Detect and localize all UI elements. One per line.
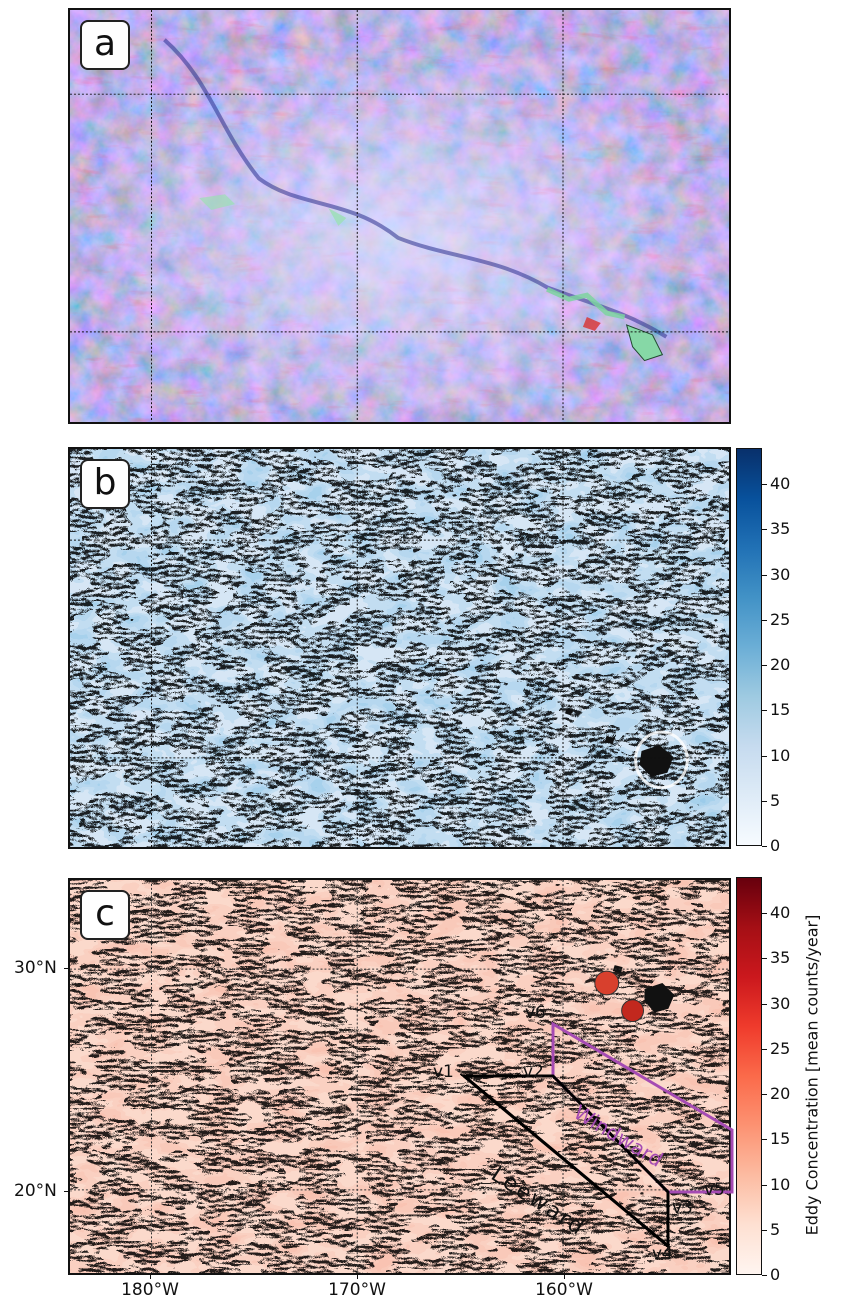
vertex-label-v2: v2 bbox=[523, 1062, 544, 1082]
colorbar-tick-label: 40 bbox=[770, 474, 791, 494]
colorbar-tick-label: 15 bbox=[770, 700, 791, 720]
colorbar-tick bbox=[762, 1139, 767, 1141]
panel-a-satellite-map: a bbox=[68, 8, 731, 424]
colorbar-tick bbox=[762, 846, 767, 847]
x-tick bbox=[564, 1275, 565, 1279]
colorbar-tick bbox=[762, 755, 767, 757]
colorbar-tick bbox=[762, 1048, 767, 1050]
colorbar-tick bbox=[762, 800, 767, 802]
colorbar-tick-label: 10 bbox=[770, 745, 791, 765]
y-axis-label-30n: 30°N bbox=[14, 958, 57, 978]
colorbar-tick bbox=[762, 710, 767, 712]
panel-c-label: c bbox=[80, 890, 130, 940]
y-axis-label-20n: 20°N bbox=[14, 1181, 57, 1201]
colorbar-c-label: Eddy Concentration [mean counts/year] bbox=[802, 914, 822, 1236]
colorbar-tick bbox=[762, 1275, 767, 1276]
x-axis-label-180w: 180°W bbox=[121, 1280, 179, 1300]
colorbar-tick bbox=[762, 665, 767, 667]
colorbar-tick bbox=[762, 484, 767, 486]
colorbar-tick-label: 5 bbox=[770, 1219, 781, 1239]
panel-a-label: a bbox=[80, 20, 130, 70]
panel-c-contour-map: c bbox=[68, 878, 731, 1275]
colorbar-tick-label: 10 bbox=[770, 1174, 791, 1194]
colorbar-c bbox=[736, 877, 762, 1275]
colorbar-tick-label: 20 bbox=[770, 1084, 791, 1104]
colorbar-tick-label: 20 bbox=[770, 655, 791, 675]
colorbar-tick bbox=[762, 574, 767, 576]
x-axis-label-170w: 170°W bbox=[328, 1280, 386, 1300]
y-tick bbox=[64, 968, 68, 969]
colorbar-tick bbox=[762, 1094, 767, 1096]
colorbar-tick-label: 25 bbox=[770, 1038, 791, 1058]
panel-b-label: b bbox=[80, 459, 130, 509]
colorbar-tick-label: 0 bbox=[770, 1265, 781, 1284]
panel-c-contours bbox=[70, 880, 729, 1273]
colorbar-tick bbox=[762, 1003, 767, 1005]
panel-b-contour-map: b bbox=[68, 447, 731, 849]
colorbar-b bbox=[736, 448, 762, 846]
colorbar-tick bbox=[762, 958, 767, 960]
vertex-label-v1: v1 bbox=[433, 1062, 454, 1082]
x-axis-label-160w: 160°W bbox=[535, 1280, 593, 1300]
colorbar-tick bbox=[762, 1229, 767, 1231]
y-tick bbox=[64, 1191, 68, 1192]
colorbar-tick bbox=[762, 619, 767, 621]
colorbar-tick-label: 0 bbox=[770, 836, 781, 855]
colorbar-tick-label: 15 bbox=[770, 1129, 791, 1149]
colorbar-tick-label: 40 bbox=[770, 903, 791, 923]
vertex-label-v3: v3 bbox=[672, 1198, 693, 1218]
x-tick bbox=[357, 1275, 358, 1279]
colorbar-tick-label: 25 bbox=[770, 609, 791, 629]
colorbar-tick bbox=[762, 913, 767, 915]
vertex-label-v5: v5 bbox=[704, 1180, 725, 1200]
colorbar-tick-label: 5 bbox=[770, 790, 781, 810]
vertex-label-v4: v4 bbox=[652, 1244, 673, 1264]
panel-a-texture bbox=[70, 10, 729, 422]
vertex-label-v6: v6 bbox=[525, 1003, 546, 1023]
x-tick bbox=[150, 1275, 151, 1279]
colorbar-tick-label: 35 bbox=[770, 519, 791, 539]
colorbar-tick-label: 35 bbox=[770, 948, 791, 968]
colorbar-tick bbox=[762, 1184, 767, 1186]
panel-b-contours bbox=[70, 449, 729, 847]
colorbar-tick-label: 30 bbox=[770, 993, 791, 1013]
colorbar-tick-label: 30 bbox=[770, 564, 791, 584]
colorbar-tick bbox=[762, 529, 767, 531]
